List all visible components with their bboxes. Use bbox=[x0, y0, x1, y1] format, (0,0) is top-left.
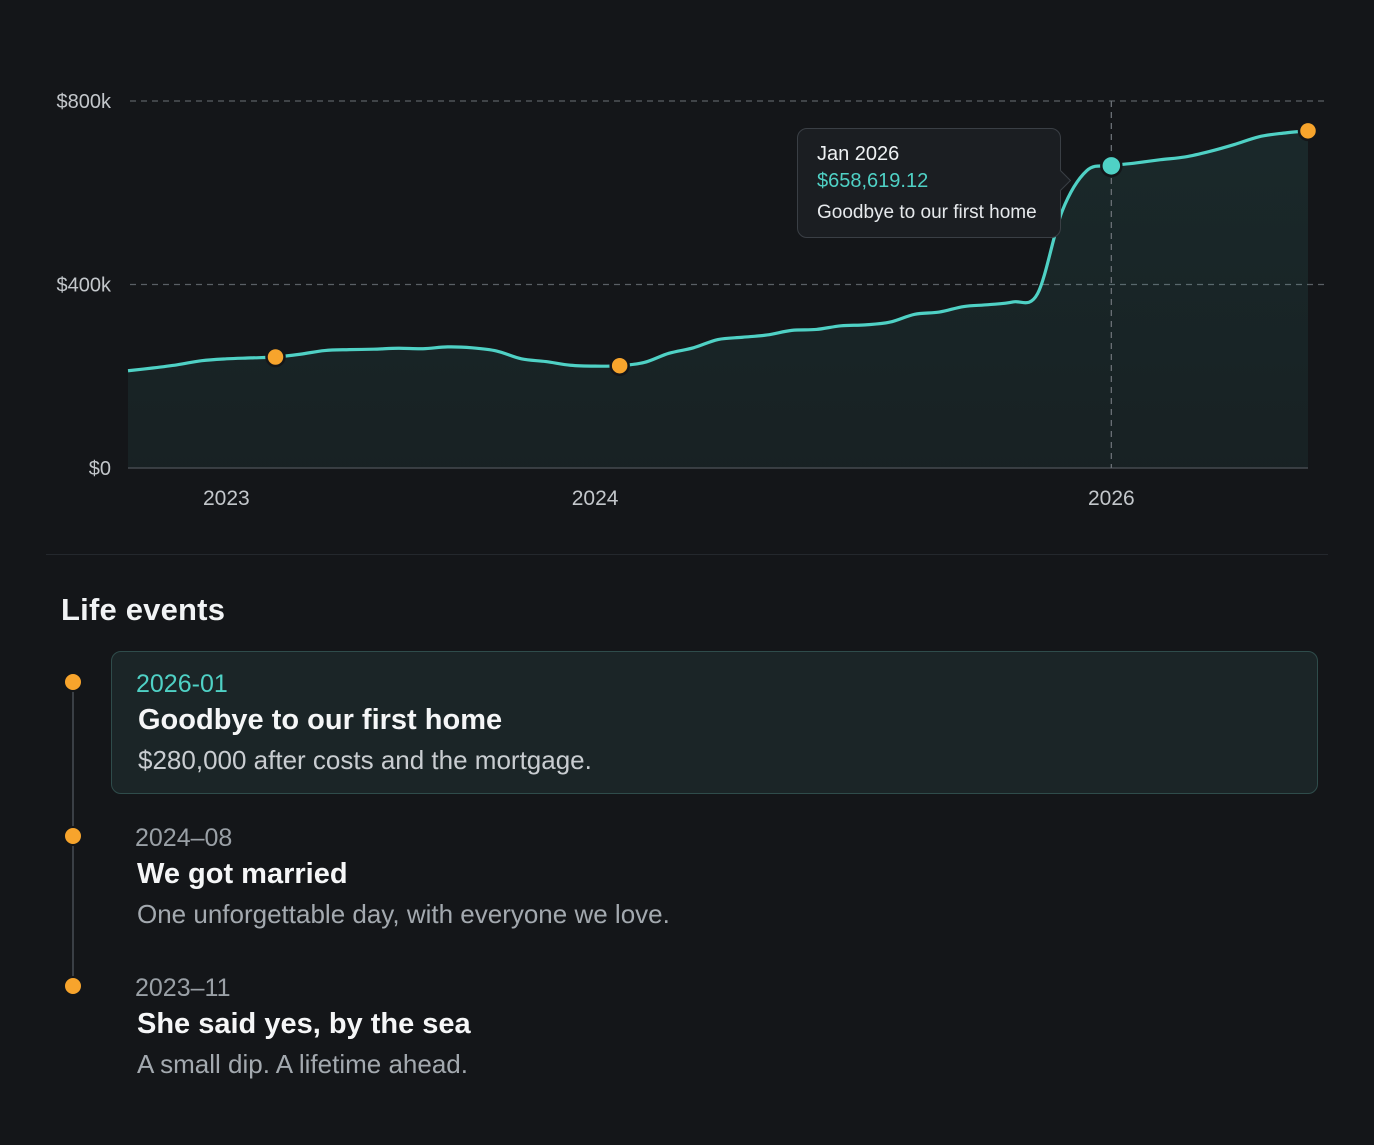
net-worth-chart: $0 $400k $800k 2023 2024 2026 Jan 2026 $658,6… bbox=[0, 0, 1374, 540]
event-description: $280,000 after costs and the mortgage. bbox=[138, 745, 592, 775]
event-title: We got married bbox=[137, 858, 348, 890]
tooltip-value: $658,619.12 bbox=[817, 170, 929, 192]
x-tick-label: 2024 bbox=[572, 487, 619, 510]
event-marker bbox=[609, 355, 630, 376]
x-tick-label: 2026 bbox=[1088, 487, 1135, 510]
event-description: One unforgettable day, with everyone we … bbox=[137, 899, 670, 929]
event-marker bbox=[265, 346, 286, 368]
chart-tooltip: Jan 2026 $658,619.12 Goodbye to our firs… bbox=[797, 128, 1072, 238]
event-marker bbox=[1297, 120, 1319, 142]
area-fill bbox=[128, 130, 1308, 468]
highlight-marker bbox=[1100, 154, 1123, 178]
event-date: 2026-01 bbox=[136, 670, 228, 698]
x-tick-label: 2023 bbox=[203, 487, 250, 510]
tooltip-label: Goodbye to our first home bbox=[817, 202, 1037, 223]
event-date: 2024–08 bbox=[135, 824, 233, 852]
y-tick-label: $800k bbox=[57, 91, 112, 113]
event-card[interactable]: 2026-01 Goodbye to our first home $280,0… bbox=[111, 651, 1318, 794]
life-events-heading: Life events bbox=[61, 592, 226, 627]
y-tick-label: $400k bbox=[57, 275, 112, 297]
event-card[interactable]: 2024–08 We got married One unforgettable… bbox=[111, 806, 1318, 949]
timeline-dot bbox=[63, 826, 83, 846]
timeline-dot bbox=[63, 976, 83, 996]
chart-svg: $0 $400k $800k 2023 2024 2026 bbox=[57, 91, 1328, 510]
timeline-dot bbox=[63, 672, 83, 692]
event-title: Goodbye to our first home bbox=[138, 704, 503, 736]
event-card[interactable]: 2023–11 She said yes, by the sea A small… bbox=[111, 956, 1318, 1099]
y-tick-label: $0 bbox=[89, 458, 111, 480]
event-title: She said yes, by the sea bbox=[137, 1008, 471, 1040]
tooltip-date: Jan 2026 bbox=[817, 143, 900, 165]
event-date: 2023–11 bbox=[135, 974, 231, 1002]
event-description: A small dip. A lifetime ahead. bbox=[137, 1049, 468, 1079]
section-divider bbox=[46, 554, 1328, 555]
